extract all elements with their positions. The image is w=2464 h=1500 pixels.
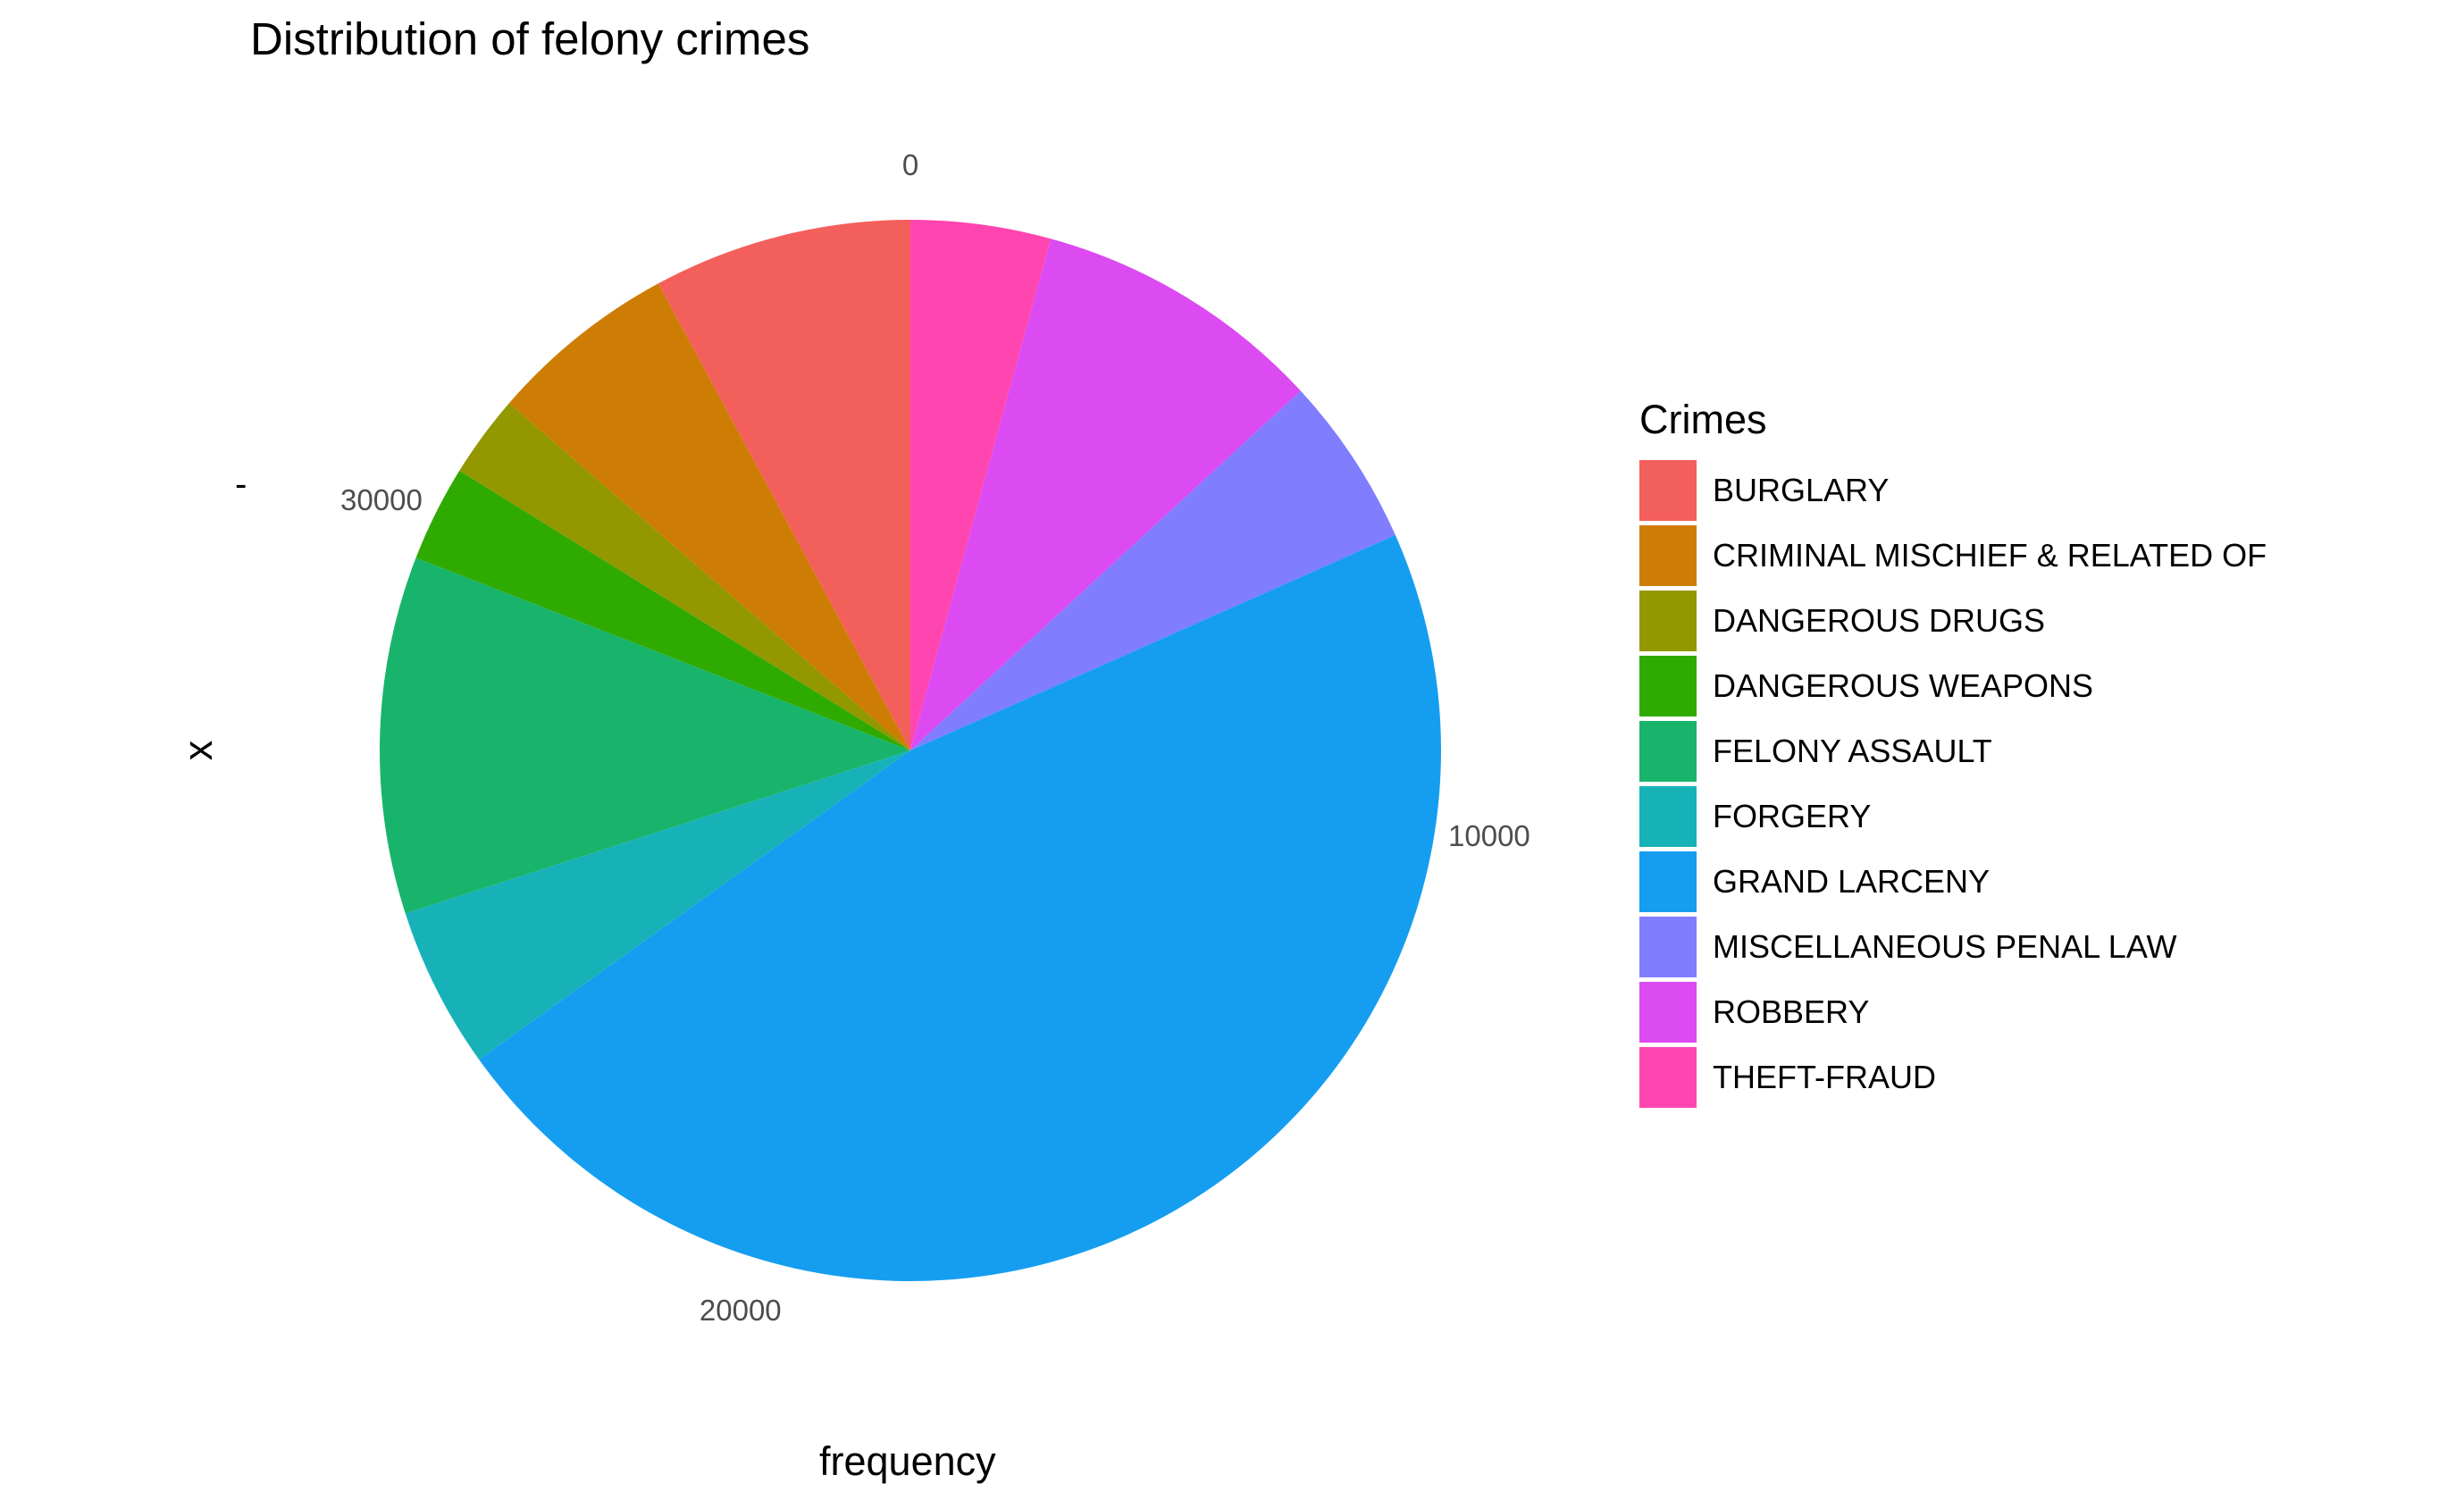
pie-slice-forgery: [405, 750, 910, 1060]
legend-label: ROBBERY: [1713, 993, 1870, 1030]
legend-label: MISCELLANEOUS PENAL LAW: [1713, 927, 2177, 965]
legend-label: DANGEROUS DRUGS: [1713, 601, 2046, 639]
y-axis-label: x: [175, 740, 221, 761]
pie-slice-miscellaneous-penal-law: [910, 390, 1395, 750]
legend-item-dangerous-drugs: DANGEROUS DRUGS: [1639, 588, 2267, 653]
pie-slice-grand-larceny: [479, 534, 1442, 1281]
legend-swatch: [1639, 590, 1697, 651]
axis-tick-10000: 10000: [1448, 819, 1530, 853]
y-category-label: -: [235, 465, 247, 504]
legend-title: Crimes: [1639, 397, 1767, 442]
pie-slice-criminal-mischief-related-of: [508, 283, 910, 750]
legend-label: FELONY ASSAULT: [1713, 732, 1992, 769]
legend-label: THEFT-FRAUD: [1713, 1058, 1936, 1095]
legend-swatch: [1639, 785, 1697, 847]
pie-slice-robbery: [910, 239, 1301, 750]
pie-slices: [379, 220, 1442, 1281]
legend-swatch: [1639, 1046, 1697, 1108]
legend-item-grand-larceny: GRAND LARCENY: [1639, 849, 2267, 914]
legend-label: DANGEROUS WEAPONS: [1713, 666, 2094, 704]
legend-swatch: [1639, 916, 1697, 977]
legend-items: BURGLARY CRIMINAL MISCHIEF & RELATED OF DA…: [1639, 457, 2267, 1110]
legend-item-felony-assault: FELONY ASSAULT: [1639, 718, 2267, 784]
legend-item-theft-fraud: THEFT-FRAUD: [1639, 1044, 2267, 1110]
legend-swatch: [1639, 981, 1697, 1043]
legend-swatch: [1639, 655, 1697, 716]
legend-item-criminal-mischief-related-of: CRIMINAL MISCHIEF & RELATED OF: [1639, 523, 2267, 588]
legend-label: GRAND LARCENY: [1713, 862, 1990, 900]
pie-slice-burglary: [658, 220, 910, 750]
pie-slice-dangerous-weapons: [415, 470, 910, 750]
chart-title: Distribution of felony crimes: [250, 13, 810, 64]
axis-tick-30000: 30000: [340, 482, 423, 516]
legend-label: BURGLARY: [1713, 471, 1890, 508]
legend-label: FORGERY: [1713, 797, 1872, 834]
pie-slice-felony-assault: [379, 557, 910, 914]
legend-swatch: [1639, 851, 1697, 912]
legend-item-robbery: ROBBERY: [1639, 979, 2267, 1044]
pie-slice-theft-fraud: [910, 220, 1052, 750]
axis-tick-20000: 20000: [699, 1293, 782, 1327]
legend: Crimes BURGLARY CRIMINAL MISCHIEF & RELAT…: [1639, 397, 2267, 1110]
pie-slice-dangerous-drugs: [459, 403, 910, 750]
legend-item-dangerous-weapons: DANGEROUS WEAPONS: [1639, 653, 2267, 718]
legend-item-burglary: BURGLARY: [1639, 457, 2267, 523]
legend-swatch: [1639, 720, 1697, 782]
legend-swatch: [1639, 459, 1697, 521]
legend-label: CRIMINAL MISCHIEF & RELATED OF: [1713, 536, 2267, 574]
legend-swatch: [1639, 524, 1697, 586]
legend-item-forgery: FORGERY: [1639, 784, 2267, 849]
x-axis-label: frequency: [819, 1438, 996, 1484]
axis-tick-0: 0: [901, 148, 919, 181]
legend-item-miscellaneous-penal-law: MISCELLANEOUS PENAL LAW: [1639, 914, 2267, 979]
